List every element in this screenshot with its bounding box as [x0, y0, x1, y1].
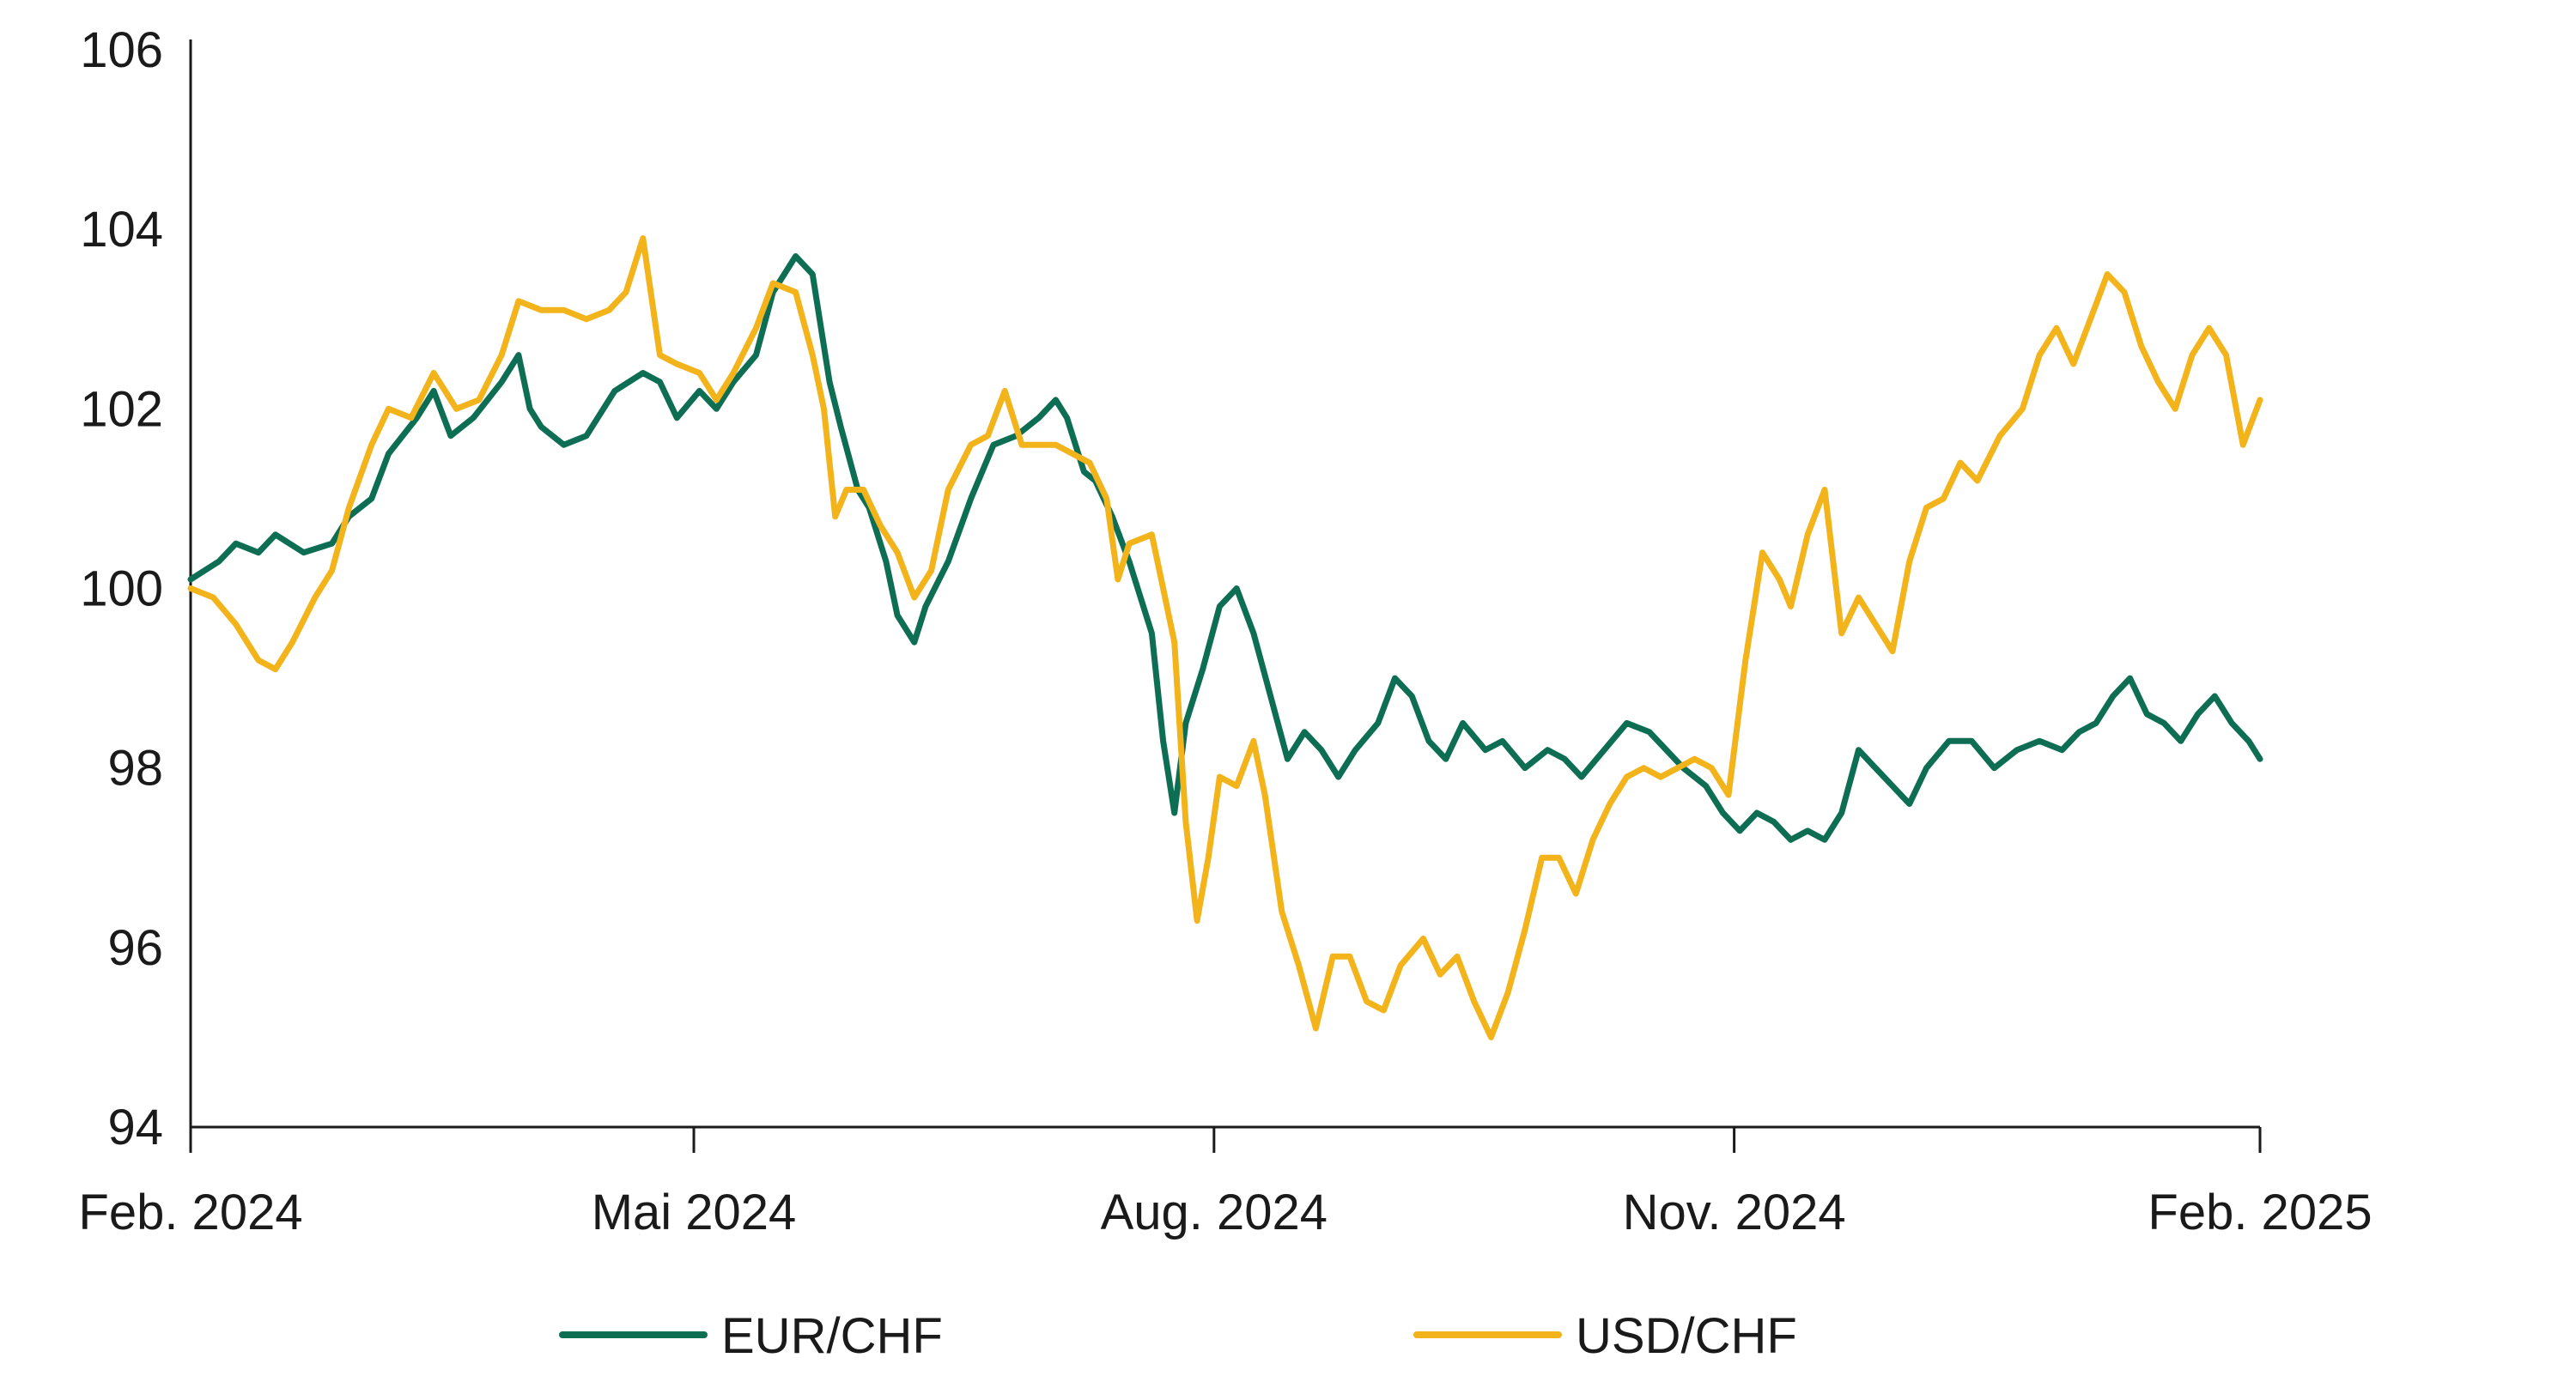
x-tick-label: Mai 2024 — [592, 1185, 797, 1240]
legend: EUR/CHF USD/CHF — [559, 1308, 1797, 1364]
y-axis-ticks: 94 96 98 100 102 104 106 — [80, 22, 163, 1155]
x-tick-label: Aug. 2024 — [1101, 1185, 1327, 1240]
axes — [189, 39, 2260, 1129]
series-line-usd-chf — [187, 235, 2263, 1040]
y-tick-label: 102 — [80, 381, 163, 437]
y-tick-label: 98 — [107, 741, 163, 797]
y-tick-label: 100 — [80, 561, 163, 617]
y-tick-label: 104 — [80, 202, 163, 258]
x-tick-label: Nov. 2024 — [1623, 1185, 1846, 1240]
y-tick-label: 94 — [107, 1100, 163, 1155]
series-line-eur-chf — [187, 253, 2263, 843]
legend-label: EUR/CHF — [721, 1308, 943, 1364]
y-tick-label: 106 — [80, 22, 163, 78]
x-tick-label: Feb. 2025 — [2148, 1185, 2372, 1240]
plot-area — [187, 235, 2263, 1040]
x-axis-ticks: Feb. 2024 Mai 2024 Aug. 2024 Nov. 2024 Feb. … — [78, 1127, 2372, 1240]
legend-label: USD/CHF — [1576, 1308, 1797, 1364]
x-tick-label: Feb. 2024 — [78, 1185, 302, 1240]
y-tick-label: 96 — [107, 920, 163, 976]
